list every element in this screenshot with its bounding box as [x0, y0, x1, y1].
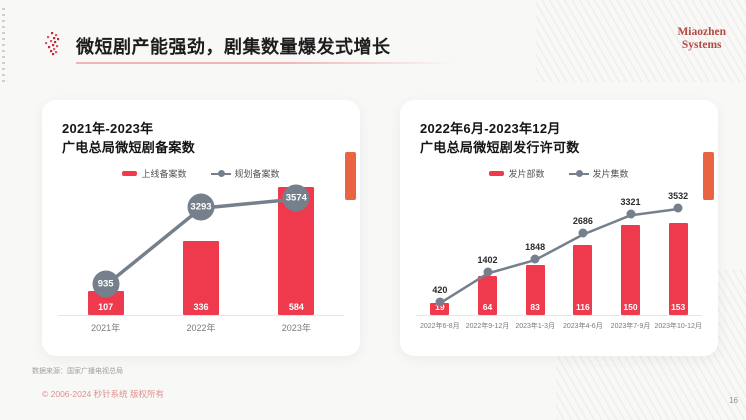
card-license-chart: 2022年6月-2023年12月 广电总局微短剧发行许可数 发片部数 发片集数 … — [400, 100, 718, 356]
page-title: 微短剧产能强劲，剧集数量爆发式增长 — [76, 37, 391, 57]
x-axis-label: 2022年 — [186, 322, 216, 333]
bar-value-label: 584 — [288, 301, 304, 312]
header-divider — [76, 62, 456, 64]
x-axis-label: 2022年9-12月 — [465, 322, 510, 330]
page-number: 16 — [729, 396, 738, 405]
line-value-label: 3321 — [620, 197, 641, 208]
x-axis-label: 2021年 — [91, 322, 121, 333]
dots-cluster-icon — [45, 32, 60, 56]
bar-legend-swatch — [122, 171, 138, 177]
legend-label-bar: 上线备案数 — [141, 169, 187, 180]
legend: 发片部数 发片集数 — [400, 168, 718, 180]
copyright: © 2006-2024 秒针系统 版权所有 — [42, 389, 164, 399]
line-value-label: 1848 — [525, 241, 546, 252]
legend: 上线备案数 规划备案数 — [42, 168, 360, 180]
line-value-label: 1402 — [477, 255, 498, 266]
line-point — [530, 254, 540, 264]
x-axis-labels: 2022年6-8月 2022年9-12月 2023年1-3月 2023年4-6月 202… — [416, 321, 702, 331]
line-point — [673, 203, 683, 213]
bar-value-label: 83 — [530, 301, 540, 312]
data-source: 数据来源：国家广播电视总局 — [32, 368, 123, 375]
chart-title-line1: 2021年-2023年 — [62, 121, 154, 136]
line-value-label: 2686 — [572, 216, 593, 227]
edge-ticks-decoration — [2, 8, 5, 83]
line-point — [483, 267, 492, 277]
logo-line2: Systems — [681, 38, 722, 51]
x-axis-label: 2023年10-12月 — [654, 322, 702, 330]
line-point — [578, 228, 588, 238]
bar-value-label: 153 — [671, 301, 686, 312]
watermark-top-right — [536, 0, 746, 82]
bar: 107 — [87, 291, 124, 315]
bar: 336 — [183, 241, 219, 315]
bar-value-label: 19 — [435, 301, 445, 312]
line-legend-swatch — [568, 170, 589, 178]
line-value-label: 420 — [432, 284, 448, 295]
chart-title: 2022年6月-2023年12月 广电总局微短剧发行许可数 — [400, 100, 718, 158]
x-axis-label: 2023年7-9月 — [610, 322, 651, 330]
legend-label-line: 规划备案数 — [234, 169, 280, 180]
line-series — [439, 207, 679, 305]
bar-value-label: 64 — [482, 301, 493, 312]
legend-label-bar: 发片部数 — [508, 169, 545, 180]
chart-title-line2: 广电总局微短剧备案数 — [62, 139, 196, 155]
line-point: 3574 — [282, 184, 310, 212]
line-value-label: 3532 — [668, 190, 689, 201]
legend-item-line: 发片集数 — [568, 167, 629, 180]
bar: 83 — [525, 264, 545, 315]
chart-plot-area: 107 336 584 935 3293 3574 — [58, 184, 344, 316]
legend-item-line: 规划备案数 — [210, 167, 280, 180]
chart-title-line1: 2022年6月-2023年12月 — [420, 121, 561, 136]
bar-value-label: 336 — [193, 301, 209, 312]
line-point — [435, 297, 445, 307]
miaozhen-logo: Miaozhen Systems — [677, 26, 726, 52]
legend-item-bar: 发片部数 — [489, 167, 545, 180]
bar-value-label: 116 — [575, 301, 590, 312]
accent-bar — [345, 152, 356, 200]
bar-value-label: 107 — [98, 301, 114, 312]
line-point — [626, 209, 635, 219]
bar-legend-swatch — [489, 171, 505, 177]
legend-item-bar: 上线备案数 — [122, 167, 187, 180]
bar: 19 — [430, 301, 450, 315]
bar: 153 — [668, 222, 688, 315]
chart-title-line2: 广电总局微短剧发行许可数 — [420, 139, 580, 155]
x-axis-label: 2023年 — [281, 322, 311, 333]
line-legend-swatch — [210, 170, 231, 178]
chart-plot-area: 19 64 83 116 150 153 420 1402 1848 2686 3321 3532 — [416, 188, 702, 316]
x-axis-label: 2023年1-3月 — [515, 322, 556, 330]
line-point: 3293 — [187, 193, 215, 221]
bar: 64 — [478, 276, 497, 315]
legend-label-line: 发片集数 — [592, 169, 629, 180]
chart-title: 2021年-2023年 广电总局微短剧备案数 — [42, 100, 360, 158]
line-point: 935 — [92, 270, 120, 298]
logo-line1: Miaozhen — [677, 26, 726, 38]
x-axis-label: 2022年6-8月 — [419, 322, 460, 330]
x-axis-labels: 2021年 2022年 2023年 — [58, 321, 344, 334]
x-axis-label: 2023年4-6月 — [563, 322, 603, 330]
bar: 150 — [621, 224, 640, 315]
bar: 116 — [573, 244, 593, 315]
accent-bar — [703, 152, 714, 200]
bar-value-label: 150 — [623, 301, 638, 312]
card-filing-chart: 2021年-2023年 广电总局微短剧备案数 上线备案数 规划备案数 107 33… — [42, 100, 360, 356]
